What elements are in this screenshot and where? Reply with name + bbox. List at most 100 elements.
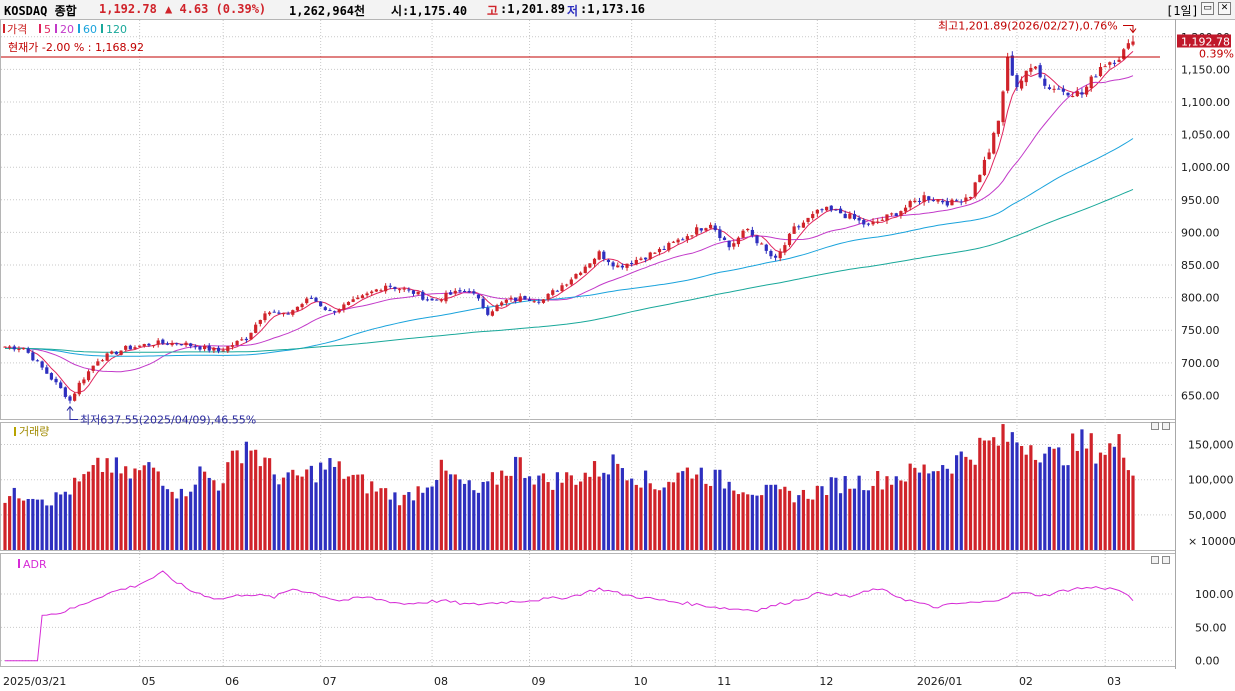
candle-body [332, 311, 337, 313]
volume-bar [1033, 459, 1038, 550]
volume-bar [193, 484, 197, 550]
candle-body [462, 290, 467, 292]
volume-bar [8, 496, 12, 550]
candle-body [100, 360, 105, 362]
candle-body [588, 263, 592, 268]
volume-bar [179, 488, 183, 550]
volume-bar [1019, 446, 1024, 550]
candle-body [801, 222, 806, 228]
candle-body [643, 257, 648, 260]
volume-bar [77, 481, 81, 550]
candle-body [323, 307, 327, 310]
candle-body [91, 365, 95, 371]
candle-body [300, 304, 304, 308]
volume-bar [119, 473, 123, 550]
candle-body [973, 182, 977, 197]
volume-bar [486, 481, 490, 550]
close-button[interactable]: ✕ [1218, 2, 1231, 15]
volume-minimize-button[interactable] [1151, 422, 1159, 430]
candle-body [945, 201, 949, 206]
candle-body [1010, 55, 1014, 76]
candle-body [356, 297, 360, 300]
candle-body [722, 237, 727, 241]
candle-body [764, 244, 768, 251]
candle-body [1024, 70, 1028, 83]
candle-body [690, 235, 694, 237]
candle-body [328, 310, 332, 312]
panel-buttons [1151, 422, 1170, 564]
candle-body [425, 299, 430, 301]
volume-bar [620, 468, 624, 550]
candle-body [212, 347, 216, 351]
candle-body [193, 346, 197, 348]
candle-body [755, 235, 759, 244]
current-line-label: 현재가 -2.00 % : 1,168.92 [8, 41, 144, 54]
adr-close-button[interactable] [1162, 556, 1170, 564]
candle-body [305, 298, 309, 304]
volume-bar [523, 477, 527, 550]
chart-canvas[interactable]: 가격 5 20 60 120 거래량 ADR 650.00 700.00 750.0… [0, 19, 1235, 691]
candle-body [388, 285, 392, 287]
candle-body [203, 345, 207, 350]
candle-body [207, 345, 211, 351]
volume-bar [968, 459, 973, 550]
volume-bar [207, 477, 211, 550]
volume-legend: 거래량 [14, 425, 49, 438]
candle-body [8, 346, 12, 348]
candle-body [1057, 88, 1061, 90]
candle-body [40, 361, 44, 368]
volume-bar [351, 474, 355, 550]
current-price-tag [1177, 34, 1231, 48]
close-icon: ✕ [1220, 3, 1229, 13]
volume-bar [750, 494, 754, 550]
ma5-line [4, 51, 1134, 393]
volume-bar [602, 472, 606, 550]
volume-bar [922, 464, 926, 550]
x-tick-label: 10 [634, 675, 648, 688]
volume-bar [699, 467, 703, 550]
adr-minimize-button[interactable] [1151, 556, 1159, 564]
candle-body [128, 345, 132, 350]
candle-body [397, 289, 402, 291]
candle-body [1001, 91, 1005, 123]
volume-bar [736, 494, 741, 550]
candle-body [523, 295, 527, 300]
volume-bar [1038, 462, 1042, 550]
ma20-line [4, 75, 1134, 373]
volume-bar [184, 496, 188, 550]
volume-bar [829, 477, 833, 550]
volume-bar [198, 466, 202, 550]
volume-bar [165, 489, 170, 550]
volume-bar [574, 484, 578, 550]
candle-body [634, 259, 638, 265]
candle-body [35, 360, 40, 362]
volume-bar [323, 469, 327, 550]
candle-body [267, 312, 272, 315]
legend-ma60-swatch [78, 24, 80, 33]
volume-bar [727, 481, 731, 550]
volume-bar [235, 450, 239, 550]
candle-body [504, 299, 508, 303]
legend-adr-swatch [18, 559, 20, 568]
period-selector[interactable]: [1일] [1166, 4, 1199, 18]
volume-bar [1103, 454, 1107, 550]
price-tick-label: 700.00 [1181, 357, 1220, 370]
candle-body [648, 252, 652, 260]
candle-body [439, 300, 443, 302]
candle-body [602, 251, 606, 259]
minimize-button[interactable]: ▭ [1201, 2, 1214, 15]
volume-bar [462, 483, 467, 550]
candle-body [931, 200, 935, 202]
volume-bar [1071, 433, 1075, 550]
candle-body [541, 299, 546, 303]
volume-bar [764, 484, 768, 550]
volume-bar [100, 471, 105, 550]
volume-bar [105, 458, 109, 550]
candle-body [616, 265, 620, 268]
volume-bar [1024, 454, 1028, 550]
volume-bar [476, 492, 481, 550]
trade-volume: 1,262,964천 [289, 4, 366, 18]
candle-body [226, 346, 230, 352]
volume-close-button[interactable] [1162, 422, 1170, 430]
candle-body [941, 200, 945, 203]
